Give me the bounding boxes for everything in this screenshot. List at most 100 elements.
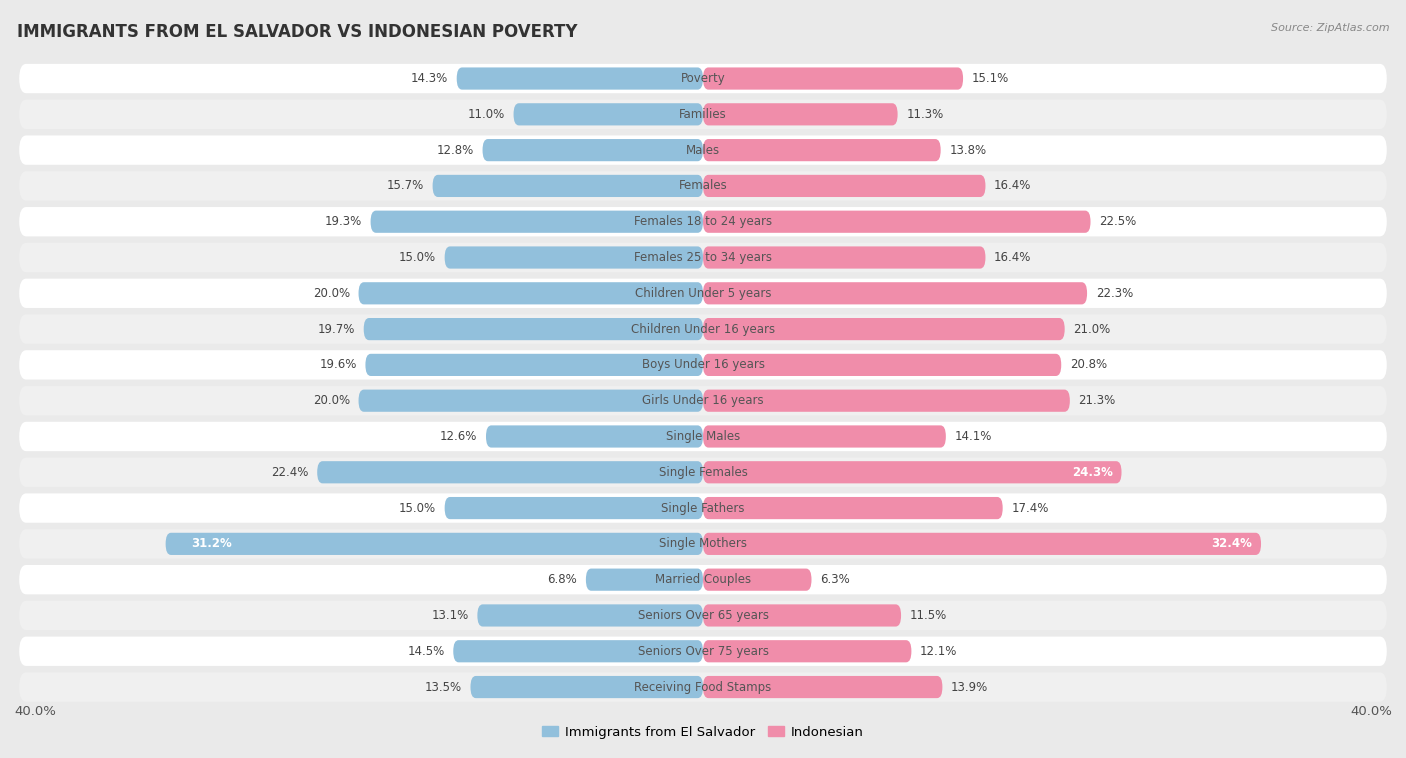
Text: 14.1%: 14.1%: [955, 430, 991, 443]
Text: Single Females: Single Females: [658, 465, 748, 479]
FancyBboxPatch shape: [478, 604, 703, 627]
FancyBboxPatch shape: [457, 67, 703, 89]
Text: Females 25 to 34 years: Females 25 to 34 years: [634, 251, 772, 264]
FancyBboxPatch shape: [20, 279, 1386, 308]
FancyBboxPatch shape: [20, 529, 1386, 559]
FancyBboxPatch shape: [703, 390, 1070, 412]
FancyBboxPatch shape: [703, 533, 1261, 555]
Text: 15.1%: 15.1%: [972, 72, 1010, 85]
FancyBboxPatch shape: [703, 67, 963, 89]
FancyBboxPatch shape: [703, 641, 911, 662]
Text: 15.0%: 15.0%: [399, 251, 436, 264]
FancyBboxPatch shape: [20, 243, 1386, 272]
Text: 13.9%: 13.9%: [950, 681, 988, 694]
Text: Males: Males: [686, 143, 720, 157]
Text: 31.2%: 31.2%: [191, 537, 232, 550]
Text: 12.1%: 12.1%: [920, 645, 957, 658]
FancyBboxPatch shape: [364, 318, 703, 340]
FancyBboxPatch shape: [166, 533, 703, 555]
FancyBboxPatch shape: [703, 354, 1062, 376]
FancyBboxPatch shape: [20, 672, 1386, 702]
Text: 40.0%: 40.0%: [1350, 705, 1392, 718]
Text: 14.3%: 14.3%: [411, 72, 449, 85]
Text: 19.3%: 19.3%: [325, 215, 361, 228]
FancyBboxPatch shape: [703, 175, 986, 197]
Text: Boys Under 16 years: Boys Under 16 years: [641, 359, 765, 371]
Text: Children Under 16 years: Children Under 16 years: [631, 323, 775, 336]
FancyBboxPatch shape: [371, 211, 703, 233]
Text: 20.8%: 20.8%: [1070, 359, 1107, 371]
FancyBboxPatch shape: [586, 568, 703, 590]
Text: Source: ZipAtlas.com: Source: ZipAtlas.com: [1271, 23, 1389, 33]
Text: 13.1%: 13.1%: [432, 609, 468, 622]
Text: 22.4%: 22.4%: [271, 465, 308, 479]
FancyBboxPatch shape: [703, 211, 1091, 233]
Text: Seniors Over 65 years: Seniors Over 65 years: [637, 609, 769, 622]
FancyBboxPatch shape: [20, 136, 1386, 164]
Text: 11.3%: 11.3%: [907, 108, 943, 121]
Text: 16.4%: 16.4%: [994, 251, 1032, 264]
Text: 6.8%: 6.8%: [547, 573, 578, 586]
FancyBboxPatch shape: [453, 641, 703, 662]
Text: 19.7%: 19.7%: [318, 323, 356, 336]
FancyBboxPatch shape: [703, 139, 941, 161]
FancyBboxPatch shape: [20, 601, 1386, 630]
FancyBboxPatch shape: [20, 207, 1386, 236]
Text: Single Fathers: Single Fathers: [661, 502, 745, 515]
FancyBboxPatch shape: [318, 461, 703, 484]
FancyBboxPatch shape: [20, 493, 1386, 523]
Text: Married Couples: Married Couples: [655, 573, 751, 586]
Text: Females 18 to 24 years: Females 18 to 24 years: [634, 215, 772, 228]
FancyBboxPatch shape: [703, 497, 1002, 519]
FancyBboxPatch shape: [20, 637, 1386, 666]
Text: 20.0%: 20.0%: [312, 287, 350, 300]
FancyBboxPatch shape: [359, 282, 703, 305]
Text: 22.5%: 22.5%: [1099, 215, 1136, 228]
Text: Single Mothers: Single Mothers: [659, 537, 747, 550]
FancyBboxPatch shape: [20, 565, 1386, 594]
Text: Females: Females: [679, 180, 727, 193]
FancyBboxPatch shape: [703, 103, 897, 125]
Text: 24.3%: 24.3%: [1071, 465, 1114, 479]
Text: 14.5%: 14.5%: [408, 645, 444, 658]
Text: 16.4%: 16.4%: [994, 180, 1032, 193]
Text: Girls Under 16 years: Girls Under 16 years: [643, 394, 763, 407]
Text: 20.0%: 20.0%: [312, 394, 350, 407]
Text: 12.8%: 12.8%: [437, 143, 474, 157]
Text: 40.0%: 40.0%: [14, 705, 56, 718]
Text: Receiving Food Stamps: Receiving Food Stamps: [634, 681, 772, 694]
FancyBboxPatch shape: [359, 390, 703, 412]
FancyBboxPatch shape: [20, 386, 1386, 415]
FancyBboxPatch shape: [703, 425, 946, 447]
FancyBboxPatch shape: [444, 246, 703, 268]
FancyBboxPatch shape: [20, 421, 1386, 451]
FancyBboxPatch shape: [471, 676, 703, 698]
Text: 21.3%: 21.3%: [1078, 394, 1116, 407]
FancyBboxPatch shape: [444, 497, 703, 519]
Text: Seniors Over 75 years: Seniors Over 75 years: [637, 645, 769, 658]
Text: 13.5%: 13.5%: [425, 681, 461, 694]
FancyBboxPatch shape: [703, 568, 811, 590]
FancyBboxPatch shape: [433, 175, 703, 197]
FancyBboxPatch shape: [513, 103, 703, 125]
FancyBboxPatch shape: [703, 676, 942, 698]
FancyBboxPatch shape: [20, 458, 1386, 487]
FancyBboxPatch shape: [20, 171, 1386, 201]
FancyBboxPatch shape: [703, 282, 1087, 305]
Legend: Immigrants from El Salvador, Indonesian: Immigrants from El Salvador, Indonesian: [537, 720, 869, 744]
Text: IMMIGRANTS FROM EL SALVADOR VS INDONESIAN POVERTY: IMMIGRANTS FROM EL SALVADOR VS INDONESIA…: [17, 23, 578, 41]
Text: 11.0%: 11.0%: [468, 108, 505, 121]
FancyBboxPatch shape: [703, 461, 1122, 484]
Text: 12.6%: 12.6%: [440, 430, 478, 443]
Text: 11.5%: 11.5%: [910, 609, 946, 622]
FancyBboxPatch shape: [703, 604, 901, 627]
Text: 32.4%: 32.4%: [1212, 537, 1253, 550]
FancyBboxPatch shape: [703, 318, 1064, 340]
Text: 15.0%: 15.0%: [399, 502, 436, 515]
FancyBboxPatch shape: [20, 99, 1386, 129]
Text: 6.3%: 6.3%: [820, 573, 849, 586]
Text: Families: Families: [679, 108, 727, 121]
Text: Poverty: Poverty: [681, 72, 725, 85]
FancyBboxPatch shape: [366, 354, 703, 376]
Text: 13.8%: 13.8%: [949, 143, 987, 157]
